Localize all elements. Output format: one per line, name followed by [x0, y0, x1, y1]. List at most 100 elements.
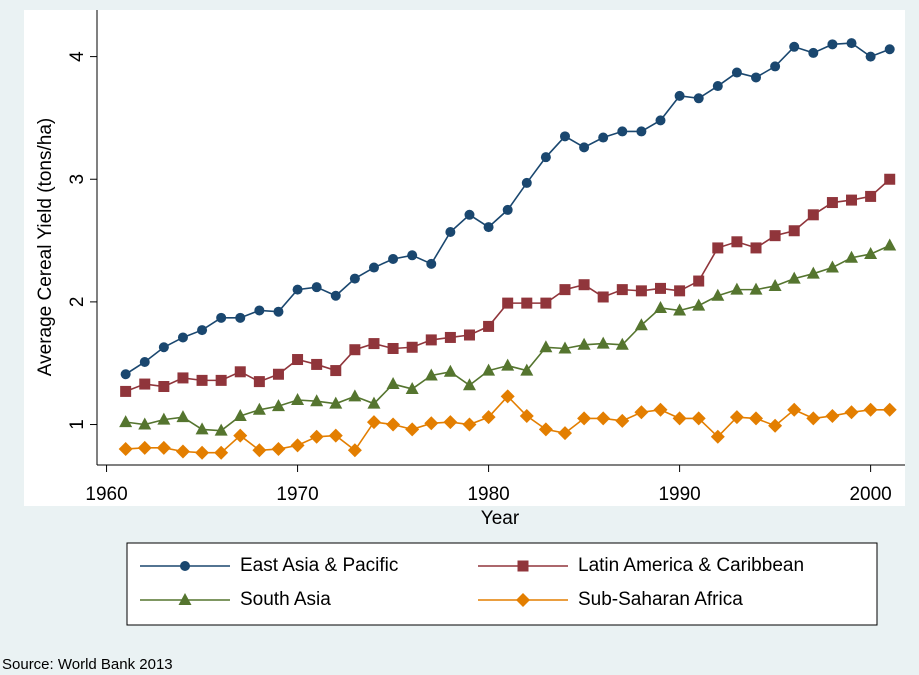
data-point	[674, 90, 685, 101]
data-point	[502, 297, 514, 309]
data-point	[883, 238, 897, 251]
data-point	[443, 415, 458, 430]
data-point	[424, 416, 439, 431]
x-tick-label: 2000	[849, 484, 891, 505]
data-point	[444, 331, 456, 343]
data-point	[368, 262, 379, 273]
data-point	[845, 250, 859, 263]
data-point	[177, 372, 189, 384]
y-tick-label: 1	[67, 419, 88, 430]
data-point	[483, 222, 494, 233]
data-point	[158, 342, 169, 353]
data-point	[751, 72, 762, 83]
data-point	[808, 47, 819, 58]
data-point	[579, 142, 590, 153]
data-point	[884, 173, 896, 185]
legend-marker	[178, 593, 192, 605]
data-point	[386, 417, 401, 432]
data-point	[234, 366, 246, 378]
data-point	[481, 410, 496, 425]
data-point	[120, 385, 132, 397]
data-point	[501, 358, 515, 371]
data-point	[271, 442, 286, 457]
data-point	[597, 291, 609, 303]
data-point	[617, 126, 628, 137]
data-point	[216, 312, 227, 323]
data-point	[788, 225, 800, 237]
data-point	[521, 177, 532, 188]
data-point	[424, 368, 438, 381]
data-point	[559, 284, 571, 296]
data-point	[309, 429, 324, 444]
data-point	[119, 415, 133, 428]
data-point	[197, 325, 208, 336]
data-point	[787, 271, 801, 284]
data-point	[443, 364, 457, 377]
plot-region	[24, 10, 905, 506]
data-point	[749, 282, 763, 295]
data-point	[558, 341, 572, 354]
data-point	[368, 338, 380, 350]
data-point	[252, 443, 267, 458]
data-point	[636, 126, 647, 137]
data-point	[712, 81, 723, 92]
data-point	[865, 190, 877, 202]
data-point	[827, 39, 838, 50]
data-point	[388, 253, 399, 264]
data-point	[463, 329, 475, 341]
data-point	[387, 342, 399, 354]
data-point	[673, 303, 687, 316]
data-point	[731, 236, 743, 248]
data-point	[692, 298, 706, 311]
data-point	[789, 41, 800, 52]
data-point	[672, 411, 687, 426]
data-point	[310, 394, 324, 407]
data-point	[825, 408, 840, 423]
data-point	[386, 377, 400, 390]
data-point	[750, 242, 762, 254]
data-point	[691, 411, 706, 426]
data-point	[710, 429, 725, 444]
data-point	[138, 417, 152, 430]
data-point	[445, 226, 456, 237]
data-point	[348, 389, 362, 402]
data-point	[349, 273, 360, 284]
data-point	[653, 301, 667, 314]
data-point	[846, 194, 858, 206]
data-point	[328, 428, 343, 443]
data-point	[482, 363, 496, 376]
data-point	[330, 365, 342, 377]
data-point	[846, 38, 857, 49]
data-point	[711, 288, 725, 301]
data-point	[405, 381, 419, 394]
data-point	[634, 318, 648, 331]
data-point	[311, 282, 322, 293]
data-point	[120, 369, 131, 380]
x-axis-title: Year	[481, 508, 520, 529]
data-point	[654, 282, 666, 294]
data-point	[157, 412, 171, 425]
data-point	[252, 402, 266, 415]
data-point	[290, 438, 305, 453]
data-point	[253, 376, 265, 388]
data-point	[712, 242, 724, 254]
data-point	[749, 411, 764, 426]
legend-label: Sub-Saharan Africa	[578, 589, 743, 610]
data-point	[311, 358, 323, 370]
data-point	[655, 115, 666, 126]
data-point	[406, 341, 418, 353]
data-point	[271, 399, 285, 412]
data-point	[865, 51, 876, 62]
y-tick-label: 4	[67, 51, 88, 62]
data-point	[806, 411, 821, 426]
data-point	[635, 285, 647, 297]
data-point	[349, 344, 361, 356]
data-point	[768, 418, 783, 433]
data-point	[520, 363, 534, 376]
x-tick-label: 1980	[467, 484, 509, 505]
y-tick-label: 2	[67, 297, 88, 308]
data-point	[426, 258, 437, 269]
data-point	[139, 356, 150, 367]
data-point	[196, 374, 208, 386]
